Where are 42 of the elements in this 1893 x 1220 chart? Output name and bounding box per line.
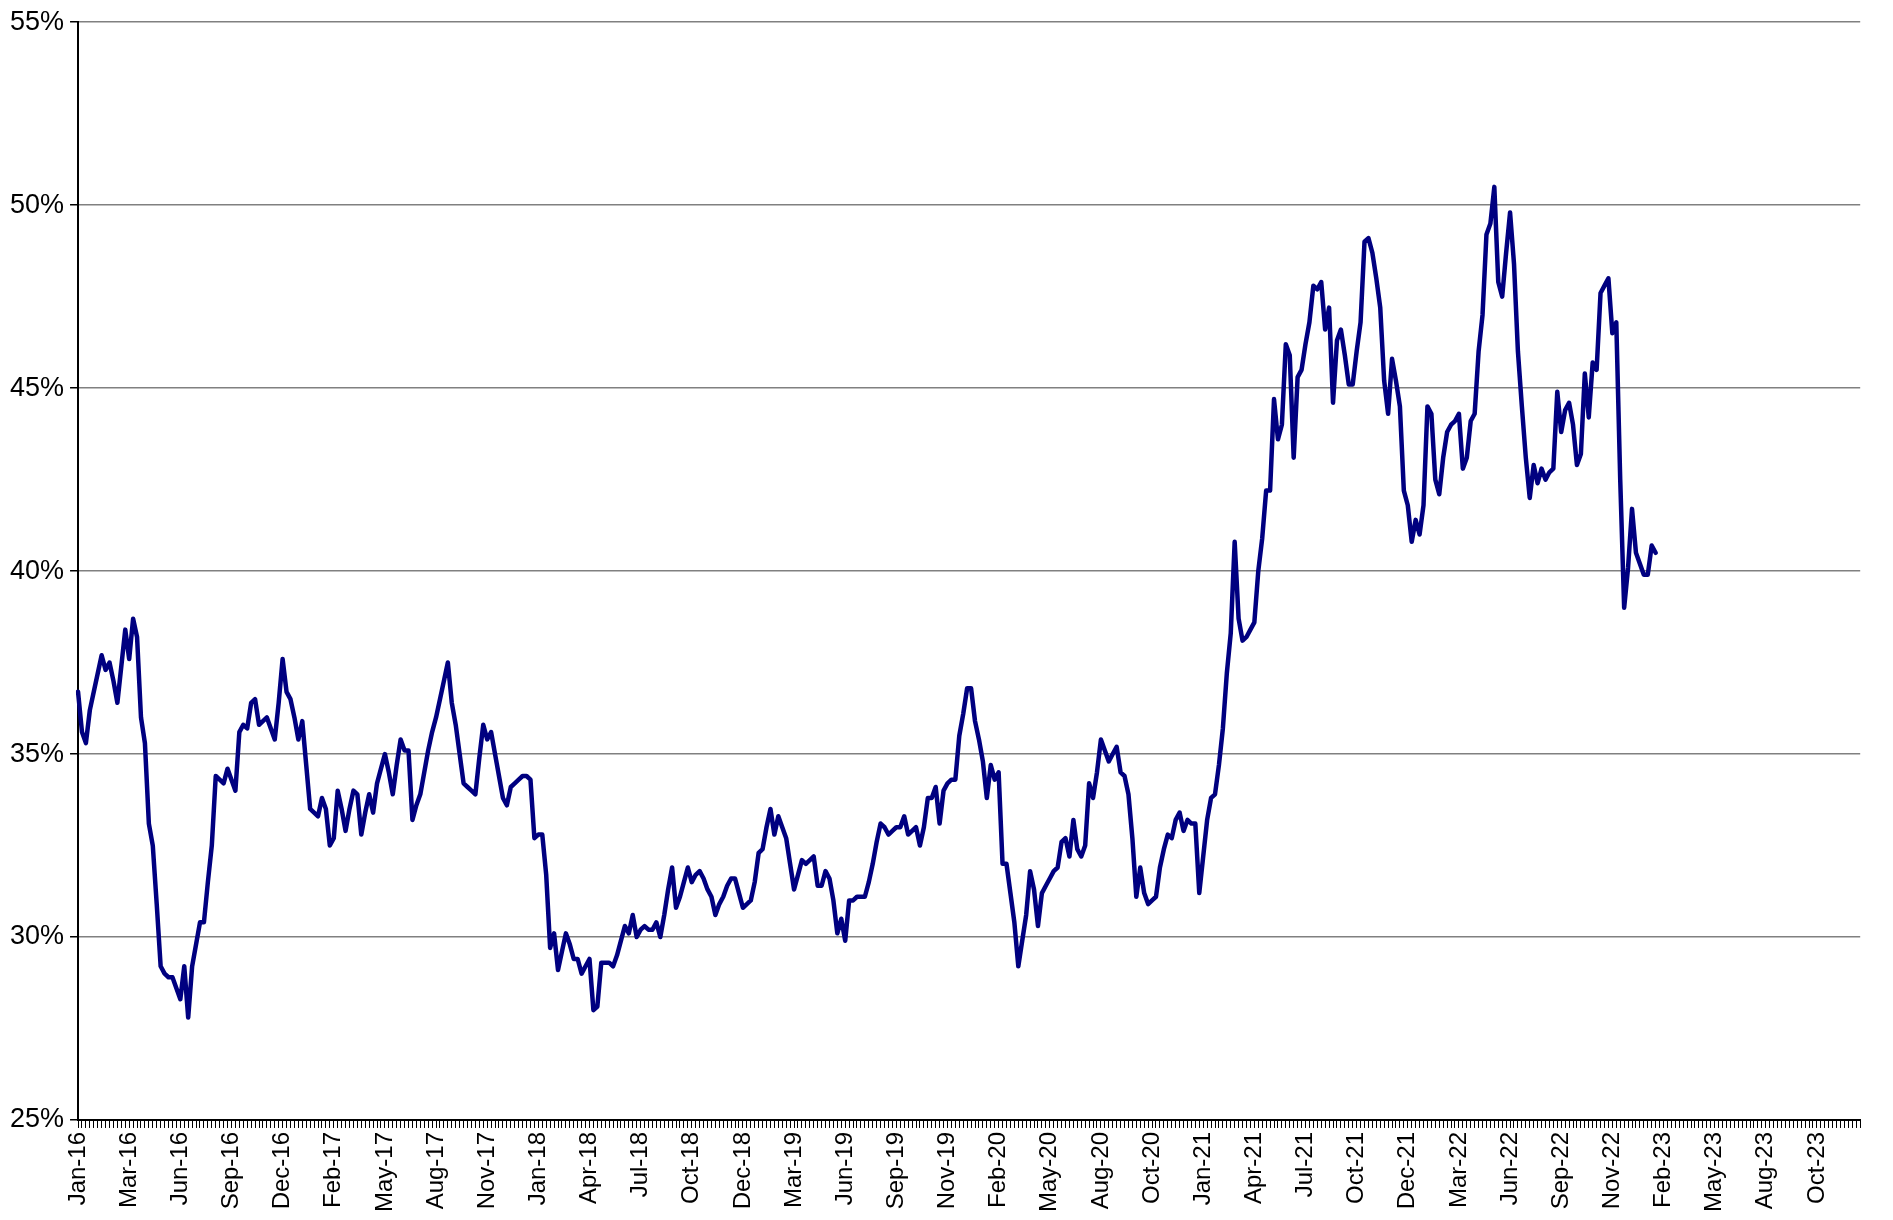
x-tick-label: Dec-18 [727,1131,755,1210]
x-tick-label: Dec-16 [267,1131,295,1210]
x-tick-label: Jun-19 [829,1131,857,1206]
x-tick-label: Feb-17 [318,1131,346,1209]
x-tick-label: Feb-23 [1648,1131,1676,1209]
x-tick-label: May-20 [1034,1131,1062,1212]
x-tick-label: Jul-18 [625,1131,653,1198]
x-tick-label: Mar-22 [1443,1131,1471,1208]
x-tick-label: Sep-19 [880,1131,908,1210]
x-tick-label: Nov-17 [471,1131,499,1210]
y-tick-label: 30% [9,920,65,951]
x-tick-label: Sep-16 [216,1131,244,1210]
y-tick-label: 45% [9,371,65,402]
y-tick-label: 50% [9,188,65,219]
y-tick-label: 25% [9,1103,65,1134]
x-tick-label: Jul-21 [1290,1131,1318,1198]
x-tick-label: Jun-16 [164,1131,192,1206]
x-tick-label: Jan-16 [62,1131,90,1206]
x-tick-label: Feb-20 [983,1131,1011,1209]
x-tick-label: Nov-22 [1596,1131,1624,1210]
x-tick-label: Nov-19 [932,1131,960,1210]
x-tick-label: Dec-21 [1392,1131,1420,1210]
x-tick-label: Oct-21 [1341,1131,1369,1204]
x-tick-label: Aug-23 [1750,1131,1778,1210]
x-tick-label: Apr-21 [1238,1131,1266,1205]
x-tick-label: May-17 [369,1131,397,1212]
y-tick-label: 40% [9,554,65,585]
x-tick-label: Jan-18 [522,1131,550,1206]
x-tick-label: Aug-20 [1085,1131,1113,1210]
y-tick-label: 35% [9,737,65,768]
x-tick-label: Oct-18 [676,1131,704,1204]
x-tick-label: Oct-20 [1136,1131,1164,1204]
x-tick-label: Oct-23 [1801,1131,1829,1204]
x-tick-label: Sep-22 [1545,1131,1573,1210]
y-tick-label: 55% [9,5,65,36]
x-tick-label: Aug-17 [420,1131,448,1210]
x-tick-label: Apr-18 [574,1131,602,1205]
x-tick-label: Jun-22 [1494,1131,1522,1206]
x-tick-label: Jan-21 [1187,1131,1215,1206]
x-tick-label: Mar-19 [778,1131,806,1208]
x-tick-label: Mar-16 [113,1131,141,1208]
x-tick-label: May-23 [1699,1131,1727,1212]
